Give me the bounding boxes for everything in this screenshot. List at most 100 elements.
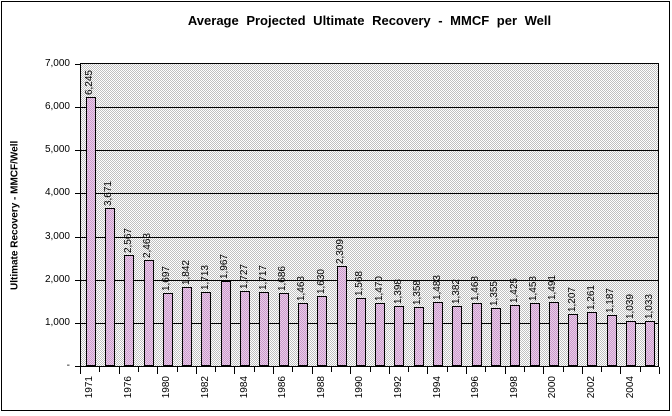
bar-value-label: 2,309 <box>335 238 346 264</box>
bar <box>414 307 424 366</box>
bar <box>317 296 327 366</box>
x-tick-label: 1998 <box>509 376 520 399</box>
bar-value-label: 1,261 <box>586 284 597 310</box>
x-axis-tick <box>505 367 506 374</box>
bar <box>124 255 134 366</box>
x-axis-tick <box>196 367 197 374</box>
gridline <box>81 237 658 238</box>
x-axis-tick <box>215 367 216 372</box>
x-tick-label: 1976 <box>123 376 134 399</box>
x-axis-tick <box>524 367 525 372</box>
x-tick-label: 1986 <box>277 376 288 399</box>
bar <box>259 292 269 366</box>
x-axis-tick <box>543 367 544 374</box>
gridline <box>81 323 658 324</box>
bar-value-label: 1,039 <box>625 293 636 319</box>
bar <box>144 260 154 366</box>
x-axis-tick <box>177 367 178 372</box>
bar <box>510 305 520 366</box>
x-axis-tick <box>80 367 81 374</box>
y-tick-label: 5,000 <box>44 144 70 155</box>
y-axis-tick <box>75 64 80 65</box>
y-axis-tick <box>75 280 80 281</box>
x-axis-tick <box>389 367 390 374</box>
bar <box>530 303 540 366</box>
bar-value-label: 1,358 <box>412 279 423 305</box>
y-tick-label: 1,000 <box>44 317 70 328</box>
bar-value-label: 1,033 <box>644 293 655 319</box>
x-axis-tick <box>234 367 235 374</box>
bar-value-label: 1,568 <box>354 270 365 296</box>
bar <box>587 312 597 366</box>
x-axis-tick <box>292 367 293 372</box>
bar-value-label: 1,398 <box>393 278 404 304</box>
bar-value-label: 3,671 <box>103 180 114 206</box>
x-axis-tick <box>119 367 120 374</box>
x-axis-tick <box>157 367 158 374</box>
bar-value-label: 1,491 <box>547 274 558 300</box>
x-axis-tick <box>408 367 409 372</box>
x-axis-tick <box>273 367 274 374</box>
bar <box>182 287 192 366</box>
x-axis-tick <box>640 367 641 372</box>
x-axis-tick <box>254 367 255 372</box>
bar <box>452 306 462 366</box>
bar-value-label: 1,727 <box>239 263 250 289</box>
bar <box>221 281 231 366</box>
x-tick-label: 2002 <box>586 376 597 399</box>
x-axis-tick <box>370 367 371 372</box>
y-tick-label: 3,000 <box>44 231 70 242</box>
x-tick-label: 1982 <box>200 376 211 399</box>
x-tick-label: 1971 <box>84 376 95 399</box>
x-tick-label: 1994 <box>432 376 443 399</box>
bar <box>86 97 96 366</box>
bar-value-label: 1,207 <box>567 286 578 312</box>
bar <box>607 315 617 366</box>
bar <box>163 293 173 366</box>
x-tick-label: 1992 <box>393 376 404 399</box>
x-tick-label: 1984 <box>239 376 250 399</box>
bar-value-label: 1,630 <box>316 268 327 294</box>
bar <box>356 298 366 366</box>
x-axis-tick <box>331 367 332 372</box>
bar <box>626 321 636 366</box>
x-axis-tick <box>582 367 583 374</box>
bar-value-label: 1,355 <box>489 280 500 306</box>
bar <box>568 314 578 366</box>
gridline <box>81 150 658 151</box>
y-axis-tick <box>75 366 80 367</box>
y-axis-tick <box>75 237 80 238</box>
bar-value-label: 1,453 <box>528 275 539 301</box>
bar-value-label: 1,468 <box>470 275 481 301</box>
x-tick-label: 2004 <box>625 376 636 399</box>
bar-value-label: 1,425 <box>509 277 520 303</box>
x-axis-tick <box>312 367 313 374</box>
x-axis-tick <box>485 367 486 372</box>
bar <box>298 303 308 366</box>
bar <box>279 293 289 366</box>
x-tick-label: 1980 <box>161 376 172 399</box>
bar-value-label: 1,717 <box>258 264 269 290</box>
y-axis-tick <box>75 150 80 151</box>
x-tick-label: 2000 <box>547 376 558 399</box>
bar <box>201 292 211 366</box>
bar-value-label: 1,697 <box>161 265 172 291</box>
x-tick-label: 1988 <box>316 376 327 399</box>
bar <box>645 321 655 366</box>
gridline <box>81 107 658 108</box>
bar <box>105 208 115 366</box>
bar-value-label: 1,463 <box>296 275 307 301</box>
bar-value-label: 1,187 <box>605 287 616 313</box>
bar <box>337 266 347 366</box>
y-axis-tick <box>75 107 80 108</box>
x-axis-tick <box>447 367 448 372</box>
x-tick-label: 1996 <box>470 376 481 399</box>
x-axis-tick <box>659 367 660 374</box>
bar <box>240 291 250 366</box>
bar <box>433 302 443 366</box>
gridline <box>81 193 658 194</box>
bar-value-label: 6,245 <box>84 69 95 95</box>
x-axis-tick <box>427 367 428 374</box>
bar-value-label: 1,382 <box>451 278 462 304</box>
x-axis-tick <box>601 367 602 372</box>
